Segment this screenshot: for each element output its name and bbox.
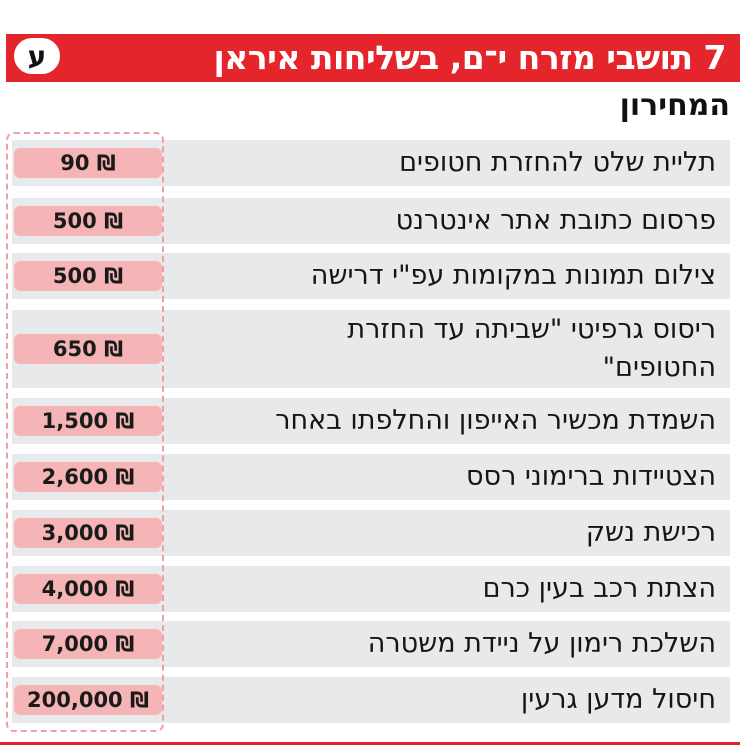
row-label: צילום תמונות במקומות עפ"י דרישה [310, 260, 716, 291]
table-row: צילום תמונות במקומות עפ"י דרישה 500 ₪ [12, 253, 730, 299]
row-label: השמדת מכשיר האייפון והחלפתו באחר [275, 405, 716, 436]
row-label: הצטיידות ברימוני רסס [466, 461, 716, 492]
row-label: פרסום כתובת אתר אינטרנט [395, 205, 716, 236]
price-badge: 2,600 ₪ [14, 462, 162, 492]
price-badge: 1,500 ₪ [14, 406, 162, 436]
row-label: הצתת רכב בעין כרם [482, 573, 716, 604]
table-row: תליית שלט להחזרת חטופים 90 ₪ [12, 140, 730, 186]
table-row: הצטיידות ברימוני רסס 2,600 ₪ [12, 454, 730, 500]
row-label: רכישת נשק [585, 517, 716, 548]
price-badge: 500 ₪ [14, 206, 162, 236]
table-row: השמדת מכשיר האייפון והחלפתו באחר 1,500 ₪ [12, 398, 730, 444]
table-row: רכישת נשק 3,000 ₪ [12, 510, 730, 556]
price-column-frame [6, 132, 164, 732]
bottom-divider [0, 742, 740, 745]
table-row: השלכת רימון על ניידת משטרה 7,000 ₪ [12, 621, 730, 667]
logo-badge: ע [10, 34, 64, 78]
row-label: תליית שלט להחזרת חטופים [399, 147, 716, 178]
table-row: חיסול מדען גרעין 200,000 ₪ [12, 677, 730, 723]
table-row: ריסוס גרפיטי "שביתה עד החזרת החטופים" 650… [12, 310, 730, 388]
price-badge: 90 ₪ [14, 148, 162, 178]
price-badge: 3,000 ₪ [14, 518, 162, 548]
row-label: חיסול מדען גרעין [520, 684, 716, 715]
table-row: פרסום כתובת אתר אינטרנט 500 ₪ [12, 198, 730, 244]
price-badge: 7,000 ₪ [14, 629, 162, 659]
price-badge: 4,000 ₪ [14, 574, 162, 604]
page-title: 7 תושבי מזרח י־ם, בשליחות איראן [213, 38, 726, 77]
row-label: השלכת רימון על ניידת משטרה [367, 628, 716, 659]
table-row: הצתת רכב בעין כרם 4,000 ₪ [12, 566, 730, 612]
price-badge: 200,000 ₪ [14, 685, 162, 715]
price-badge: 650 ₪ [14, 334, 162, 364]
title-banner [6, 34, 740, 82]
logo-letter: ע [27, 40, 47, 73]
page-subtitle: המחירון [619, 88, 730, 123]
row-label: ריסוס גרפיטי "שביתה עד החזרת החטופים" [347, 314, 716, 383]
price-badge: 500 ₪ [14, 261, 162, 291]
